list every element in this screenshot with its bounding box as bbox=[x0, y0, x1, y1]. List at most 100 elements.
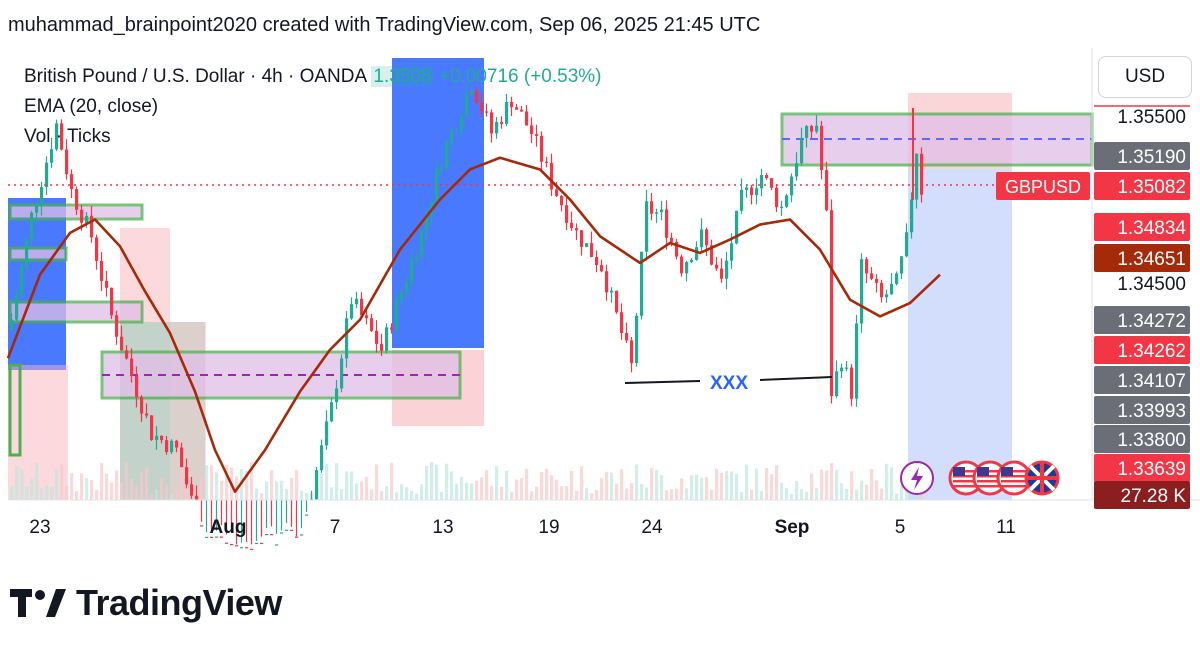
legend-symbol-line[interactable]: British Pound / U.S. Dollar · 4h · OANDA… bbox=[24, 62, 602, 92]
price-axis-label: 1.34272 bbox=[1117, 311, 1186, 332]
time-axis-tick: Aug bbox=[210, 517, 247, 538]
flag-stripe bbox=[1001, 485, 1027, 488]
chart-frame[interactable]: XXX 23 Aug 7 13 19 24 Sep 5 11 1.35500 1.35190 1.35… bbox=[0, 44, 1200, 550]
volume-bar bbox=[340, 488, 344, 500]
volume-bar bbox=[345, 471, 349, 500]
flag-stripe bbox=[1001, 470, 1027, 473]
volume-bar bbox=[20, 468, 24, 500]
candle-body bbox=[815, 125, 819, 132]
volume-bar bbox=[300, 490, 304, 500]
volume-bar bbox=[855, 489, 859, 500]
volume-bar bbox=[210, 465, 214, 500]
currency-button[interactable]: USD bbox=[1098, 56, 1192, 98]
flag-stripe bbox=[953, 475, 979, 478]
candle-body bbox=[135, 375, 139, 397]
volume-bar bbox=[150, 493, 154, 500]
volume-bar bbox=[165, 484, 169, 500]
candle-body bbox=[45, 162, 49, 188]
candle-body bbox=[650, 201, 654, 214]
volume-bar bbox=[780, 482, 784, 500]
volume-bar bbox=[405, 487, 409, 500]
volume-bar bbox=[665, 490, 669, 500]
flag-stripe bbox=[977, 470, 1003, 473]
candle-body bbox=[355, 298, 359, 305]
tradingview-logo[interactable]: TradingView bbox=[10, 582, 282, 624]
candle-body bbox=[345, 318, 349, 359]
candle-body bbox=[570, 222, 574, 229]
candle-body bbox=[455, 129, 459, 132]
candle-body bbox=[90, 215, 94, 238]
annotation-label: XXX bbox=[710, 373, 748, 394]
volume-bar bbox=[420, 484, 424, 500]
candle-body bbox=[305, 514, 309, 516]
volume-bar bbox=[700, 477, 704, 500]
candle-body bbox=[620, 312, 624, 333]
volume-bar bbox=[740, 492, 744, 500]
candle-body bbox=[860, 259, 864, 324]
flag-stripe bbox=[953, 485, 979, 488]
volume-bar bbox=[260, 493, 264, 500]
volume-bar bbox=[160, 478, 164, 500]
candle-body bbox=[380, 343, 384, 351]
ticker-tag-bg bbox=[996, 172, 1090, 200]
volume-bar bbox=[670, 489, 674, 500]
candle-body bbox=[125, 350, 129, 359]
candle-body bbox=[145, 413, 149, 416]
legend-ema[interactable]: EMA (20, close) bbox=[24, 96, 159, 117]
candle-body bbox=[785, 195, 789, 207]
volume-bar bbox=[865, 484, 869, 500]
volume-bar bbox=[455, 483, 459, 500]
candle-body bbox=[765, 175, 769, 179]
volume-bar bbox=[650, 467, 654, 500]
candle-body bbox=[130, 358, 134, 376]
volume-bar bbox=[245, 470, 249, 500]
volume-bar bbox=[425, 466, 429, 500]
volume-bar bbox=[800, 489, 804, 500]
volume-bar bbox=[225, 464, 229, 500]
volume-bar bbox=[40, 487, 44, 500]
volume-bar bbox=[585, 488, 589, 500]
price-axis-label: 1.33993 bbox=[1117, 401, 1186, 422]
candle-body bbox=[830, 210, 834, 397]
candle-body bbox=[60, 123, 64, 150]
volume-bar bbox=[735, 473, 739, 500]
candle-body bbox=[295, 536, 299, 538]
volume-bar bbox=[105, 473, 109, 500]
volume-bar bbox=[485, 470, 489, 500]
candle-body bbox=[690, 259, 694, 262]
volume-bar bbox=[850, 471, 854, 500]
volume-bar bbox=[775, 465, 779, 500]
candle-body bbox=[625, 332, 629, 341]
volume-bar bbox=[215, 472, 219, 500]
volume-bar bbox=[790, 493, 794, 500]
time-axis-tick: 19 bbox=[538, 517, 559, 538]
volume-bar bbox=[370, 489, 374, 500]
time-axis-tick: Sep bbox=[775, 517, 810, 538]
candle-body bbox=[285, 529, 289, 531]
candle-body bbox=[250, 548, 254, 550]
candle-body bbox=[10, 319, 14, 330]
candle-body bbox=[655, 212, 659, 214]
candle-body bbox=[605, 271, 609, 293]
zone-rectangle bbox=[100, 350, 462, 400]
candle-body bbox=[730, 243, 734, 261]
candle-body bbox=[300, 534, 304, 536]
volume-bar bbox=[400, 484, 404, 500]
volume-bar bbox=[145, 467, 149, 500]
price-label-bg bbox=[1094, 336, 1190, 364]
candle-body bbox=[865, 259, 869, 274]
volume-bar bbox=[435, 464, 439, 500]
volume-bar bbox=[155, 489, 159, 500]
volume-bar bbox=[900, 484, 904, 500]
volume-bar bbox=[275, 481, 279, 500]
candle-body bbox=[140, 396, 144, 414]
candle-body bbox=[870, 273, 874, 279]
flag-stripe bbox=[977, 480, 1003, 483]
volume-bar bbox=[505, 470, 509, 500]
legend-volume[interactable]: Vol · Ticks bbox=[24, 126, 111, 147]
volume-bar bbox=[15, 465, 19, 500]
lightning-icon bbox=[911, 467, 923, 490]
volume-bar bbox=[45, 485, 49, 500]
volume-bar bbox=[560, 486, 564, 500]
candle-body bbox=[615, 290, 619, 313]
